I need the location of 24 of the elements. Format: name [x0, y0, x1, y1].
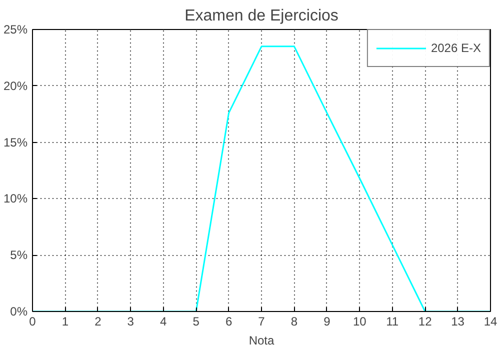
x-tick-label: 4 [160, 314, 168, 328]
x-tick-label: 7 [258, 314, 266, 328]
x-tick-label: 14 [484, 314, 498, 328]
x-tick-label: 5 [192, 314, 200, 328]
x-tick-label: 2 [94, 314, 102, 328]
y-tick-label: 0% [10, 304, 28, 318]
x-tick-label: 6 [225, 314, 232, 328]
y-tick-label: 5% [10, 248, 28, 262]
x-tick-label: 12 [418, 314, 432, 328]
y-tick-label: 15% [3, 135, 28, 150]
legend-label: 2026 E-X [430, 41, 481, 55]
x-axis-title: Nota [248, 334, 274, 348]
x-tick-label: 10 [352, 314, 367, 328]
x-tick-label: 9 [324, 314, 331, 328]
x-tick-label: 3 [127, 314, 134, 328]
x-tick-label: 1 [62, 314, 69, 328]
y-tick-label: 10% [3, 192, 28, 206]
x-tick-label: 0 [29, 314, 36, 328]
y-tick-label: 20% [3, 78, 28, 93]
x-tick-label: 11 [386, 314, 399, 328]
x-tick-label: 13 [451, 314, 465, 328]
chart-title: Examen de Ejercicios [184, 8, 338, 24]
y-tick-label: 25% [3, 22, 28, 36]
x-tick-label: 8 [290, 314, 298, 328]
